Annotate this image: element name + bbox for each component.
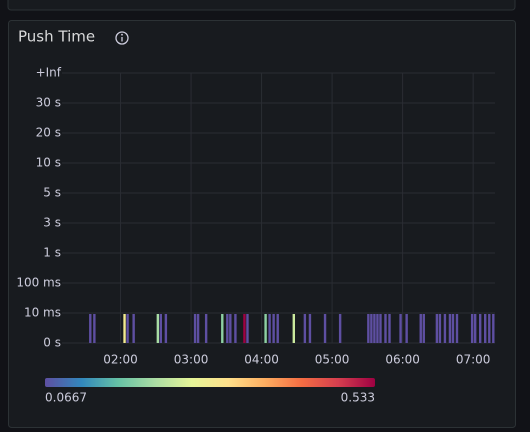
x-tick-label: 02:00	[103, 353, 138, 367]
x-tick-label: 05:00	[315, 353, 350, 367]
heatmap-cell	[229, 314, 232, 343]
heatmap-cell	[455, 314, 459, 343]
heatmap-cell	[488, 314, 491, 343]
previous-panel	[7, 0, 516, 11]
heatmap-cell	[292, 314, 296, 343]
y-tick-label: 0 s	[43, 336, 61, 350]
y-tick-label: 5 s	[43, 186, 61, 200]
heatmap-cell	[93, 314, 96, 343]
heatmap-cell	[276, 314, 279, 343]
heatmap-cell	[126, 314, 129, 343]
heatmap-cell	[204, 314, 208, 343]
heatmap-cell	[443, 314, 447, 343]
heatmap-cell	[435, 314, 439, 343]
y-tick-label: +Inf	[36, 66, 62, 80]
y-tick-label: 20 s	[36, 126, 61, 140]
heatmap-cell	[419, 314, 422, 343]
heatmap-cell	[373, 314, 376, 343]
y-tick-label: 3 s	[43, 216, 61, 230]
heatmap-cell	[246, 314, 249, 343]
heatmap-cell	[226, 314, 229, 343]
heatmap-cell	[196, 314, 200, 343]
x-tick-label: 04:00	[244, 353, 279, 367]
heatmap-cell	[308, 314, 312, 343]
scale-min-label: 0.0667	[45, 391, 87, 405]
heatmap-cell	[478, 314, 482, 343]
heatmap-cell	[492, 314, 495, 343]
y-tick-label: 100 ms	[16, 276, 61, 290]
x-tick-label: 06:00	[385, 353, 420, 367]
heatmap-cell	[221, 314, 224, 343]
scale-max-label: 0.533	[341, 391, 375, 405]
color-scale	[45, 378, 375, 387]
chart-title: Push Time	[18, 28, 95, 46]
heatmap-cell	[438, 314, 442, 343]
heatmap-cell	[123, 314, 126, 343]
heatmap-cell	[338, 314, 342, 343]
heatmap-cell	[405, 314, 408, 343]
y-tick-label: 1 s	[43, 246, 61, 260]
y-tick-label: 30 s	[36, 96, 61, 110]
y-tick-label: 10 ms	[24, 306, 61, 320]
heatmap-cell	[272, 314, 275, 343]
heatmap-cell	[367, 314, 370, 343]
heatmap-cell	[234, 314, 237, 343]
heatmap-cell	[268, 314, 271, 343]
heatmap-cell	[448, 314, 452, 343]
heatmap-cell	[156, 314, 160, 343]
heatmap-cell	[399, 314, 402, 343]
heatmap-cell	[243, 314, 246, 343]
heatmap-cell	[388, 314, 391, 343]
heatmap-cell	[422, 314, 425, 343]
heatmap-cell	[132, 314, 135, 343]
heatmap-cell	[264, 314, 267, 343]
heatmap-cell	[384, 314, 387, 343]
heatmap-cell	[473, 314, 477, 343]
heatmap-cell	[483, 314, 487, 343]
y-tick-label: 10 s	[36, 156, 61, 170]
heatmap-cell	[164, 314, 168, 343]
info-icon[interactable]	[115, 31, 129, 45]
x-tick-label: 03:00	[174, 353, 209, 367]
x-tick-label: 07:00	[456, 353, 491, 367]
heatmap-cell	[193, 314, 197, 343]
heatmap-cell	[89, 314, 92, 343]
heatmap-cell	[303, 314, 307, 343]
heatmap-cell	[159, 314, 163, 343]
heatmap-cell	[376, 314, 379, 343]
heatmap-cell	[323, 314, 327, 343]
heatmap-cell	[379, 314, 382, 343]
heatmap-cell	[451, 314, 455, 343]
heatmap-cell	[370, 314, 373, 343]
heatmap-cell	[470, 314, 474, 343]
